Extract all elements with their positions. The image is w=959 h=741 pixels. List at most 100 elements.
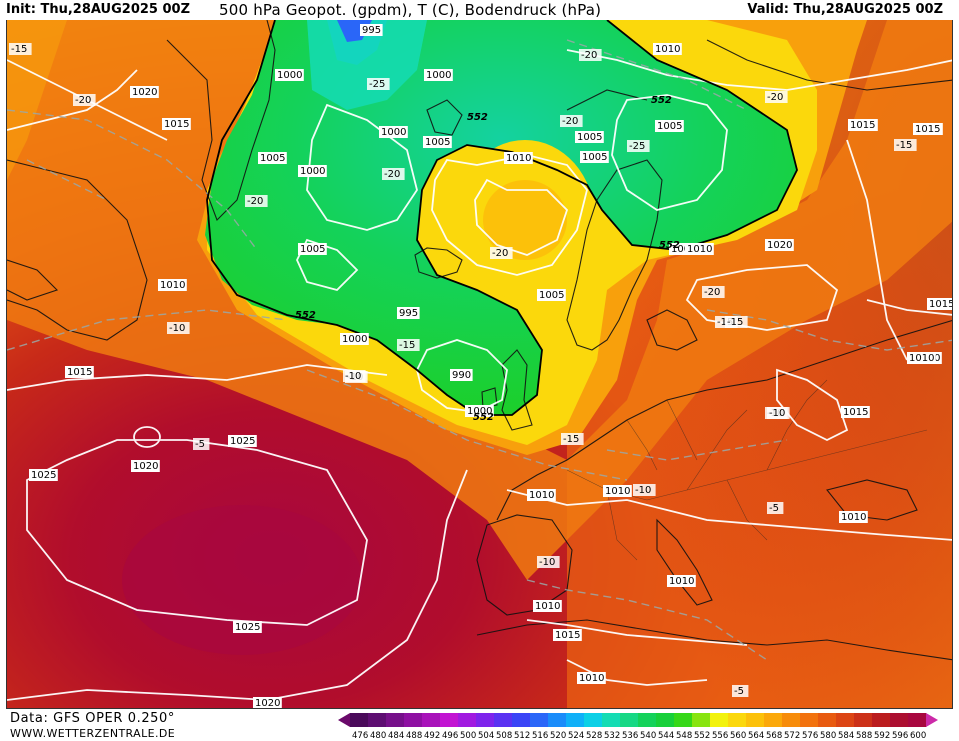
temperature-label: -5	[193, 438, 210, 450]
temperature-label: -15	[894, 139, 917, 151]
svg-text:-20: -20	[581, 50, 597, 61]
legend-label: 532	[604, 731, 620, 740]
legend-swatch	[710, 713, 729, 727]
svg-text:-20: -20	[247, 196, 263, 207]
legend-label: 588	[856, 731, 872, 740]
legend-label: 480	[370, 731, 386, 740]
temperature-label: -20	[579, 49, 602, 61]
legend-swatch	[440, 713, 459, 727]
isobar-label: 1000	[379, 126, 408, 138]
svg-text:1025: 1025	[31, 470, 56, 481]
legend-label: 560	[730, 731, 746, 740]
geopotential-label: 552	[659, 240, 680, 251]
temperature-label: -25	[367, 78, 390, 90]
svg-text:1005: 1005	[300, 244, 325, 255]
legend-swatch	[674, 713, 693, 727]
legend-swatch	[818, 713, 837, 727]
legend-swatch	[692, 713, 711, 727]
svg-text:1010: 1010	[535, 601, 560, 612]
svg-text:-20: -20	[562, 116, 578, 127]
legend-label: 484	[388, 731, 404, 740]
svg-text:1010: 1010	[529, 490, 554, 501]
svg-text:552: 552	[295, 310, 316, 321]
legend-swatch	[386, 713, 405, 727]
svg-text:1005: 1005	[657, 121, 682, 132]
isobar-label: 1000	[340, 333, 369, 345]
svg-text:1000: 1000	[467, 406, 492, 417]
temperature-label: -10	[767, 407, 790, 419]
legend-swatch	[566, 713, 585, 727]
svg-text:995: 995	[362, 25, 381, 36]
legend-swatch	[782, 713, 801, 727]
svg-text:1005: 1005	[539, 290, 564, 301]
svg-text:-5: -5	[769, 503, 779, 514]
isobar-label: 1005	[298, 243, 327, 255]
svg-text:-20: -20	[75, 95, 91, 106]
isobar-label: 1010	[685, 243, 714, 255]
isobar-label: 1015	[913, 123, 942, 135]
legend-swatch	[872, 713, 891, 727]
svg-text:1000: 1000	[342, 334, 367, 345]
legend-label: 572	[784, 731, 800, 740]
legend-label: 520	[550, 731, 566, 740]
svg-text:-20: -20	[767, 92, 783, 103]
legend-swatch	[350, 713, 369, 727]
map-header: Init: Thu,28AUG2025 00Z 500 hPa Geopot. …	[0, 0, 959, 20]
valid-time-label: Valid: Thu,28AUG2025 00Z	[747, 2, 943, 17]
temperature-label: -5	[732, 685, 749, 697]
init-time-label: Init: Thu,28AUG2025 00Z	[6, 2, 191, 17]
isobar-label: 1000	[298, 165, 327, 177]
legend-swatch	[584, 713, 603, 727]
isobar-label: 1020	[131, 460, 160, 472]
temperature-label: -20	[765, 91, 788, 103]
isobar-label: 1010	[577, 672, 606, 684]
legend-swatch	[422, 713, 441, 727]
svg-text:1010: 1010	[579, 673, 604, 684]
geopotential-label: 552	[473, 412, 494, 423]
legend-swatch	[908, 713, 927, 727]
isobar-label: 1015	[162, 118, 191, 130]
temperature-label: -20	[560, 115, 583, 127]
isobar-label: 1025	[233, 621, 262, 633]
svg-text:1025: 1025	[230, 436, 255, 447]
svg-text:-10: -10	[769, 408, 785, 419]
legend-arrow-right	[926, 713, 938, 727]
svg-text:1000: 1000	[300, 166, 325, 177]
svg-text:1010: 1010	[506, 153, 531, 164]
isobar-label: 1015	[927, 298, 952, 310]
legend-label: 500	[460, 731, 476, 740]
svg-text:1005: 1005	[260, 153, 285, 164]
svg-text:1020: 1020	[255, 698, 280, 709]
legend-arrow-left	[338, 713, 350, 727]
isobar-label: 1005	[537, 289, 566, 301]
isobar-label: 1005	[655, 120, 684, 132]
weather-map-canvas: 995 1000 1000 1020 1015 1005 1000 1000 1005 1005 1…	[7, 20, 952, 709]
isobar-label: 990	[450, 369, 473, 381]
svg-text:1010: 1010	[909, 353, 934, 364]
geopotential-label: 552	[651, 95, 672, 106]
legend-label: 544	[658, 731, 674, 740]
svg-text:1005: 1005	[425, 137, 450, 148]
svg-text:1010: 1010	[669, 576, 694, 587]
isobar-label: 1010	[907, 352, 936, 364]
legend-label: 536	[622, 731, 638, 740]
svg-text:-5: -5	[195, 439, 205, 450]
svg-text:552: 552	[473, 412, 494, 423]
temperature-label: -20	[245, 195, 268, 207]
legend-swatch	[548, 713, 567, 727]
temperature-label: -10	[343, 370, 366, 382]
isobar-label: 1005	[423, 136, 452, 148]
svg-text:1005: 1005	[582, 152, 607, 163]
isobar-label: 1010	[533, 600, 562, 612]
geopotential-label: 552	[467, 112, 488, 123]
isobar-label: 1020	[253, 697, 282, 709]
svg-text:-25: -25	[369, 79, 385, 90]
svg-text:1015: 1015	[67, 367, 92, 378]
svg-text:995: 995	[399, 308, 418, 319]
temperature-label: -20	[73, 94, 96, 106]
legend-swatch	[458, 713, 477, 727]
svg-text:1020: 1020	[132, 87, 157, 98]
legend-swatch	[530, 713, 549, 727]
legend-label: 488	[406, 731, 422, 740]
color-legend: 476 480 484 488 492 496 500 504 508 512 516 520 524 5…	[338, 712, 956, 740]
